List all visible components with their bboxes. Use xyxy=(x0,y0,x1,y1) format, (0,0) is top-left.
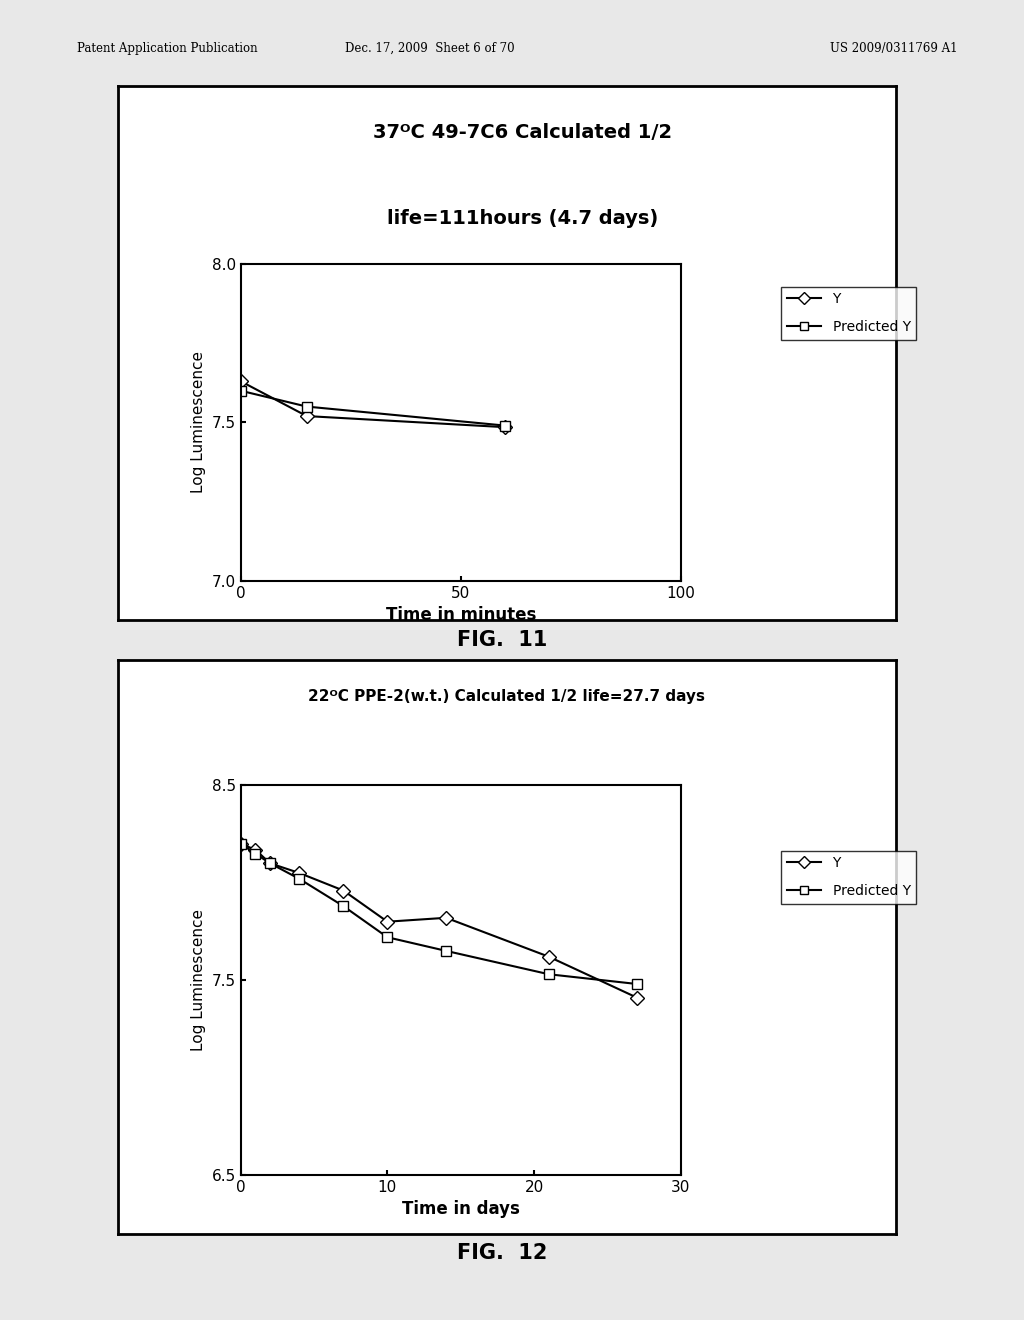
Y xyxy=(631,990,643,1006)
Line: Predicted Y: Predicted Y xyxy=(236,840,642,989)
Predicted Y xyxy=(337,898,349,913)
Y xyxy=(234,374,247,389)
Line: Y: Y xyxy=(236,376,510,432)
Y xyxy=(543,949,555,965)
X-axis label: Time in days: Time in days xyxy=(401,1200,520,1218)
Y xyxy=(249,842,261,858)
Y xyxy=(293,865,305,880)
Text: FIG.  11: FIG. 11 xyxy=(457,630,547,649)
Y xyxy=(234,836,247,851)
Text: US 2009/0311769 A1: US 2009/0311769 A1 xyxy=(829,42,957,55)
Y xyxy=(264,855,276,871)
Y xyxy=(381,913,393,929)
Predicted Y xyxy=(293,871,305,887)
Legend: Y, Predicted Y: Y, Predicted Y xyxy=(781,286,916,339)
Predicted Y xyxy=(381,929,393,945)
X-axis label: Time in minutes: Time in minutes xyxy=(386,606,536,624)
Predicted Y xyxy=(264,855,276,871)
Legend: Y, Predicted Y: Y, Predicted Y xyxy=(781,851,916,904)
Y-axis label: Log Luminescence: Log Luminescence xyxy=(190,909,206,1051)
Y xyxy=(301,408,313,424)
Predicted Y xyxy=(234,383,247,399)
Line: Y: Y xyxy=(236,840,642,1002)
Text: 22ᴼC PPE-2(w.t.) Calculated 1/2 life=27.7 days: 22ᴼC PPE-2(w.t.) Calculated 1/2 life=27.… xyxy=(308,689,706,704)
Text: FIG.  12: FIG. 12 xyxy=(457,1243,547,1263)
Y-axis label: Log Luminescence: Log Luminescence xyxy=(191,351,206,494)
Text: life=111hours (4.7 days): life=111hours (4.7 days) xyxy=(387,209,658,228)
Y xyxy=(440,909,453,925)
Y xyxy=(337,883,349,899)
Predicted Y xyxy=(543,966,555,982)
Text: 37ᴼC 49-7C6 Calculated 1/2: 37ᴼC 49-7C6 Calculated 1/2 xyxy=(373,123,672,143)
Predicted Y xyxy=(301,399,313,414)
Text: Dec. 17, 2009  Sheet 6 of 70: Dec. 17, 2009 Sheet 6 of 70 xyxy=(345,42,515,55)
Predicted Y xyxy=(234,836,247,851)
Line: Predicted Y: Predicted Y xyxy=(236,385,510,430)
Predicted Y xyxy=(249,846,261,862)
Predicted Y xyxy=(440,942,453,958)
Predicted Y xyxy=(631,975,643,991)
Predicted Y xyxy=(499,417,511,433)
Y xyxy=(499,420,511,436)
Text: Patent Application Publication: Patent Application Publication xyxy=(77,42,257,55)
